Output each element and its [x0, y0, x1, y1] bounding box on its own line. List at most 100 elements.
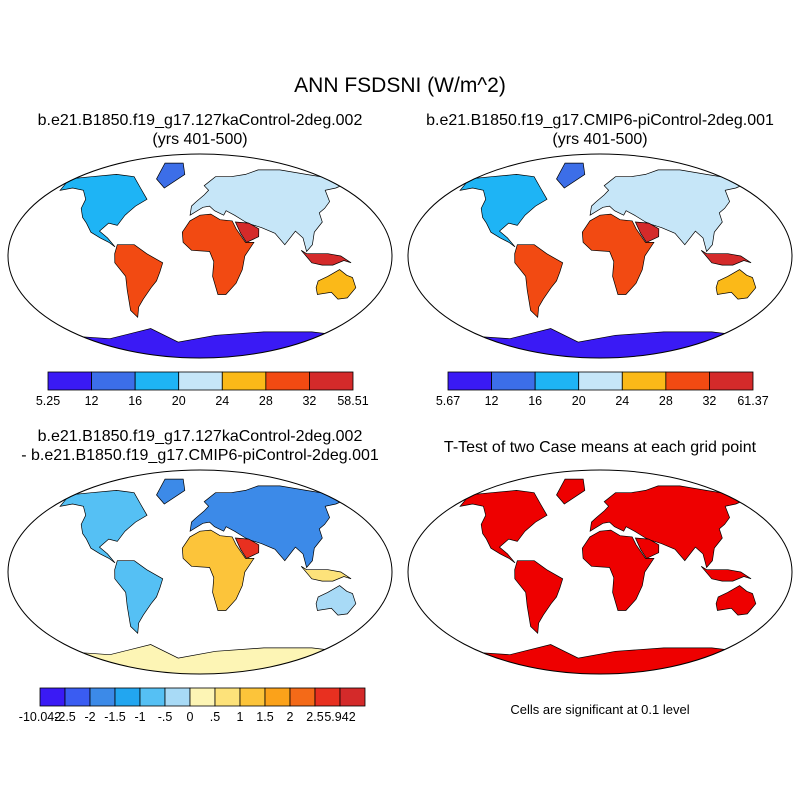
colorbar-difference-swatch: [64, 687, 91, 707]
colorbar-case2-tick-label: 61.37: [737, 394, 768, 408]
colorbar-case2-swatch: [447, 371, 492, 391]
map4-landmass-indonesia: [700, 566, 752, 582]
map2-landmass-eurasia: [589, 169, 748, 253]
panel-difference-title: b.e21.B1850.f19_g17.127kaControl-2deg.00…: [0, 427, 400, 465]
colorbar-difference-tick-label: -2.5: [54, 710, 76, 724]
colorbar-case2-tick-label: 5.67: [436, 394, 460, 408]
colorbar-case1-swatch: [309, 371, 354, 391]
colorbar-case1-tick-label: 5.25: [36, 394, 60, 408]
map1-landmass-arabia: [234, 221, 260, 243]
colorbar-difference-swatch: [239, 687, 266, 707]
colorbar-case2-swatch: [665, 371, 710, 391]
colorbar-difference-tick-label: -.5: [158, 710, 173, 724]
map2-landmass-indonesia: [700, 250, 752, 266]
map3-landmass-namerica: [59, 490, 148, 564]
map2-landmass-australia: [715, 269, 757, 300]
map3-landmass-eurasia: [189, 485, 348, 569]
significance-note: Cells are significant at 0.1 level: [510, 702, 690, 717]
colorbar-case2-swatch: [709, 371, 754, 391]
colorbar-case1-swatch: [221, 371, 267, 391]
map3-landmass-arabia: [234, 537, 260, 559]
colorbar-difference-tick-label: -10.042: [19, 710, 61, 724]
colorbar-case1-swatch: [47, 371, 92, 391]
colorbar-case1-swatch: [178, 371, 223, 391]
panel-case1-title-line1: b.e21.B1850.f19_g17.127kaControl-2deg.00…: [37, 112, 363, 129]
map-difference: [7, 469, 393, 675]
map4-landmass-arabia: [634, 537, 660, 559]
colorbar-case1-tick-label: 20: [172, 394, 186, 408]
colorbar-difference-swatch: [339, 687, 366, 707]
colorbar-difference-tick-label: 0: [187, 710, 194, 724]
map2-landmass-greenland: [556, 162, 586, 189]
colorbar-difference-tick-label: 2.5: [306, 710, 323, 724]
panel-difference-title-line2: - b.e21.B1850.f19_g17.CMIP6-piControl-2d…: [21, 447, 379, 464]
colorbar-difference-tick-label: -1: [134, 710, 145, 724]
map1-landmass-antarctica: [59, 328, 341, 358]
map3-landmass-greenland: [156, 478, 186, 505]
colorbar-case1-tick-label: 16: [128, 394, 142, 408]
map3-landmass-antarctica: [59, 644, 341, 674]
map4-landmass-namerica: [459, 490, 548, 564]
map1-landmass-eurasia: [189, 169, 348, 253]
map1-landmass-indonesia: [300, 250, 352, 266]
map1-globe-outline: [7, 153, 393, 359]
panel-case2-title-line2: (yrs 401-500): [552, 131, 648, 148]
map4-landmass-greenland: [556, 478, 586, 505]
colorbar-case2-tick-label: 20: [572, 394, 586, 408]
map2-landmass-africa: [581, 213, 655, 295]
map3-landmass-africa: [181, 529, 255, 611]
colorbar-case1-tick-label: 28: [259, 394, 273, 408]
map4-landmass-australia: [715, 585, 757, 616]
colorbar-case2-tick-label: 16: [528, 394, 542, 408]
colorbar-case1-swatch: [134, 371, 180, 391]
map2-globe-outline: [407, 153, 793, 359]
colorbar-difference-swatch: [189, 687, 216, 707]
colorbar-case1-tick-label: 32: [302, 394, 316, 408]
colorbar-case2-tick-label: 24: [615, 394, 629, 408]
map4-landmass-samerica: [514, 560, 564, 634]
panel-case1-title-line2: (yrs 401-500): [152, 131, 248, 148]
colorbar-case2-tick-label: 12: [485, 394, 499, 408]
colorbar-difference-swatch: [289, 687, 316, 707]
map3-globe-outline: [7, 469, 393, 675]
colorbar-case2-swatch: [578, 371, 623, 391]
colorbar-difference-tick-label: -2: [84, 710, 95, 724]
panel-case2-title: b.e21.B1850.f19_g17.CMIP6-piControl-2deg…: [400, 111, 800, 149]
panel-difference-title-line1: b.e21.B1850.f19_g17.127kaControl-2deg.00…: [37, 428, 363, 445]
colorbar-difference: -10.042-2.5 -2 -1.5 -1 -.5 0 .5 1 1.5 2 2.5 5.942: [19, 687, 366, 724]
colorbar-difference-tick-label: 1.5: [256, 710, 273, 724]
colorbar-case1: 5.25 12 16 20 24 28 32 58.51: [36, 371, 369, 408]
map1-landmass-samerica: [114, 244, 164, 318]
map2-landmass-arabia: [634, 221, 660, 243]
colorbar-case1-swatch: [91, 371, 136, 391]
map3-landmass-indonesia: [300, 566, 352, 582]
map4-landmass-eurasia: [589, 485, 748, 569]
colorbar-difference-swatch: [264, 687, 291, 707]
map-case2: [407, 153, 793, 359]
colorbar-difference-tick-label: 2: [287, 710, 294, 724]
colorbar-difference-swatch: [139, 687, 166, 707]
colorbar-difference-swatch: [114, 687, 141, 707]
map2-landmass-antarctica: [459, 328, 741, 358]
map-case1: [7, 153, 393, 359]
map3-landmass-samerica: [114, 560, 164, 634]
colorbar-case1-tick-label: 58.51: [337, 394, 368, 408]
map1-landmass-greenland: [156, 162, 186, 189]
colorbar-case2-tick-label: 28: [659, 394, 673, 408]
colorbar-difference-swatch: [89, 687, 116, 707]
map4-globe-outline: [407, 469, 793, 675]
panel-case1-title: b.e21.B1850.f19_g17.127kaControl-2deg.00…: [0, 111, 400, 149]
map1-landmass-africa: [181, 213, 255, 295]
colorbar-case2-swatch: [621, 371, 667, 391]
colorbar-difference-tick-label: 1: [237, 710, 244, 724]
colorbar-case2-tick-label: 32: [702, 394, 716, 408]
colorbar-difference-tick-label: .5: [210, 710, 220, 724]
colorbar-case2-swatch: [534, 371, 580, 391]
map4-landmass-antarctica: [459, 644, 741, 674]
map3-landmass-australia: [315, 585, 357, 616]
map1-landmass-namerica: [59, 174, 148, 248]
figure-title: ANN FSDSNI (W/m^2): [294, 74, 506, 97]
colorbar-difference-tick-label: 5.942: [324, 710, 355, 724]
colorbar-case2: 5.67 12 16 20 24 28 32 61.37: [436, 371, 769, 408]
panel-ttest-title: T-Test of two Case means at each grid po…: [443, 439, 757, 456]
